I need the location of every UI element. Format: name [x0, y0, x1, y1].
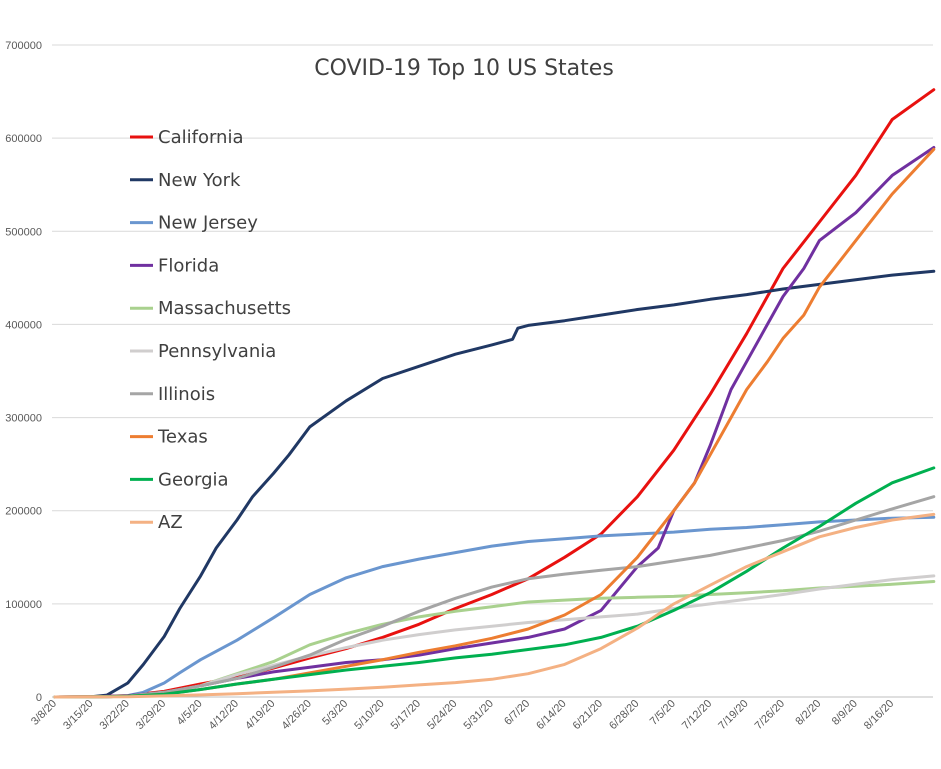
series-line-california — [53, 88, 936, 699]
y-tick-label: 100000 — [5, 599, 42, 611]
legend-label: Florida — [158, 255, 219, 276]
y-tick-label: 400000 — [5, 319, 42, 331]
series-lines — [53, 88, 936, 699]
legend-label: AZ — [158, 512, 183, 533]
legend-label: Massachusetts — [158, 298, 291, 319]
legend-label: Georgia — [158, 469, 229, 490]
y-tick-label: 600000 — [5, 133, 42, 145]
y-tick-label: 0 — [36, 692, 42, 704]
legend-label: Illinois — [158, 384, 215, 405]
legend-label: New York — [158, 170, 241, 191]
legend-label: Pennsylvania — [158, 341, 276, 362]
chart-title: COVID-19 Top 10 US States — [314, 56, 614, 81]
series-line-georgia — [53, 466, 936, 699]
series-line-illinois — [53, 495, 936, 699]
series-line-new-jersey — [53, 515, 936, 699]
legend-label: New Jersey — [158, 213, 258, 234]
y-tick-label: 700000 — [5, 40, 42, 52]
y-tick-label: 300000 — [5, 413, 42, 425]
gridlines — [52, 44, 933, 698]
legend-label: California — [158, 127, 243, 148]
legend: California New York New Jersey Florida Massa… — [130, 127, 291, 533]
y-tick-label: 200000 — [5, 506, 42, 518]
y-axis-ticks: 0 100000 200000 300000 400000 500000 600000 700… — [5, 40, 42, 704]
legend-label: Texas — [157, 427, 208, 448]
series-line-az — [53, 512, 936, 699]
series-line-new-york — [53, 269, 936, 699]
y-tick-label: 500000 — [5, 226, 42, 238]
